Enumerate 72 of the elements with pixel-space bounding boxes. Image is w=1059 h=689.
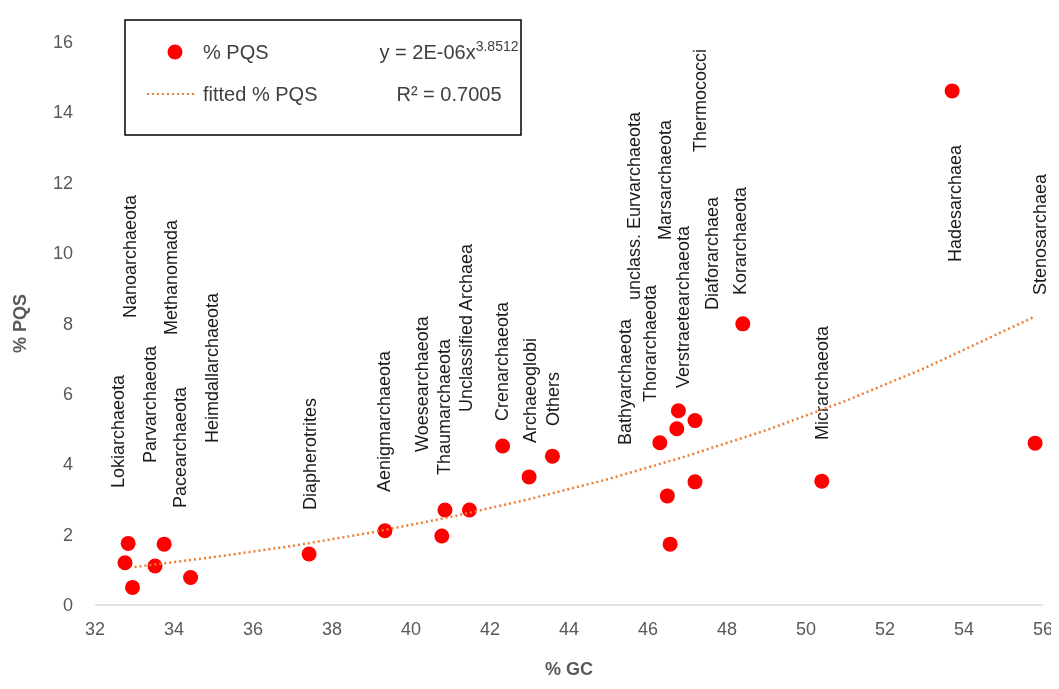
y-tick-label: 10 xyxy=(52,243,73,264)
y-tick-label: 6 xyxy=(62,383,73,404)
point xyxy=(669,421,685,437)
x-tick-label: 48 xyxy=(716,619,738,639)
annotation: Hadesarchaea xyxy=(945,143,965,262)
annotation: Heimdallarchaeota xyxy=(202,291,222,443)
x-tick-label: 34 xyxy=(163,619,185,639)
legend-label: fitted % PQS xyxy=(203,83,318,105)
annotation: Diapherotrites xyxy=(300,397,320,510)
annotation: Micrarchaeota xyxy=(812,324,832,440)
y-tick-label: 0 xyxy=(62,595,73,615)
annotation: Stenosarchaea xyxy=(1030,172,1050,295)
y-tick-label: 2 xyxy=(62,524,73,545)
point xyxy=(687,474,703,490)
annotation: Aenigmarchaeota xyxy=(374,349,394,492)
annotation: Lokiarchaeota xyxy=(108,373,128,488)
x-tick-label: 44 xyxy=(558,619,580,639)
annotation: Marsarchaeota xyxy=(655,118,675,240)
annotation: Others xyxy=(543,371,563,426)
x-tick-label: 36 xyxy=(242,619,264,639)
point xyxy=(183,570,199,586)
y-tick-label: 14 xyxy=(52,102,73,123)
annotation: Thaumarchaeota xyxy=(434,337,454,475)
point xyxy=(125,579,141,595)
point xyxy=(670,403,686,419)
x-tick-label: 50 xyxy=(795,619,817,639)
point xyxy=(687,413,703,429)
point xyxy=(735,316,751,332)
y-tick-label: 4 xyxy=(62,454,73,475)
annotation: Diaforarchaea xyxy=(702,195,722,310)
x-axis-title: % GC xyxy=(544,659,594,679)
x-tick-label: 32 xyxy=(84,619,106,639)
annotation: Parvarchaeota xyxy=(140,344,160,463)
y-tick-label: 16 xyxy=(52,32,73,52)
point xyxy=(544,448,560,464)
x-tick-label: 40 xyxy=(400,619,422,639)
point xyxy=(662,536,678,552)
annotation: Pacearchaeota xyxy=(170,385,190,508)
point xyxy=(495,438,511,454)
annotation: Woesearchaeota xyxy=(412,315,432,452)
annotation: Verstraetearchaeota xyxy=(673,224,693,388)
annotation: Bathyarchaeota xyxy=(615,317,635,445)
legend-label: % PQS xyxy=(203,41,269,63)
x-tick-label: 46 xyxy=(637,619,659,639)
x-tick-label: 42 xyxy=(479,619,501,639)
point xyxy=(437,502,453,518)
point xyxy=(521,469,537,485)
annotation: Thermococci xyxy=(690,48,710,152)
point xyxy=(434,528,450,544)
x-tick-label: 52 xyxy=(874,619,896,639)
point xyxy=(120,535,136,551)
y-axis-title: % PQS xyxy=(10,293,30,354)
point xyxy=(117,555,133,571)
point xyxy=(944,83,960,99)
annotation: Nanoarchaeota xyxy=(120,193,140,318)
y-tick-label: 12 xyxy=(52,172,73,193)
annotation: Archaeoglobi xyxy=(520,337,540,443)
x-tick-label: 54 xyxy=(953,619,975,639)
annotation: Crenarchaeota xyxy=(492,300,512,421)
x-tick-label: 38 xyxy=(321,619,343,639)
y-tick-label: 8 xyxy=(62,313,73,334)
annotation: Methanomada xyxy=(161,218,181,335)
annotation: Korarchaeota xyxy=(730,185,750,295)
point xyxy=(1027,435,1043,451)
annotation: Unclassified Archaea xyxy=(456,242,476,412)
point xyxy=(156,536,172,552)
point xyxy=(301,546,317,562)
annotation: R² = 0.7005 xyxy=(396,83,502,105)
point xyxy=(652,435,668,451)
point xyxy=(814,473,830,489)
point xyxy=(659,488,675,504)
annotation: y = 2E-06x$^{3.8512}$ xyxy=(379,38,519,63)
